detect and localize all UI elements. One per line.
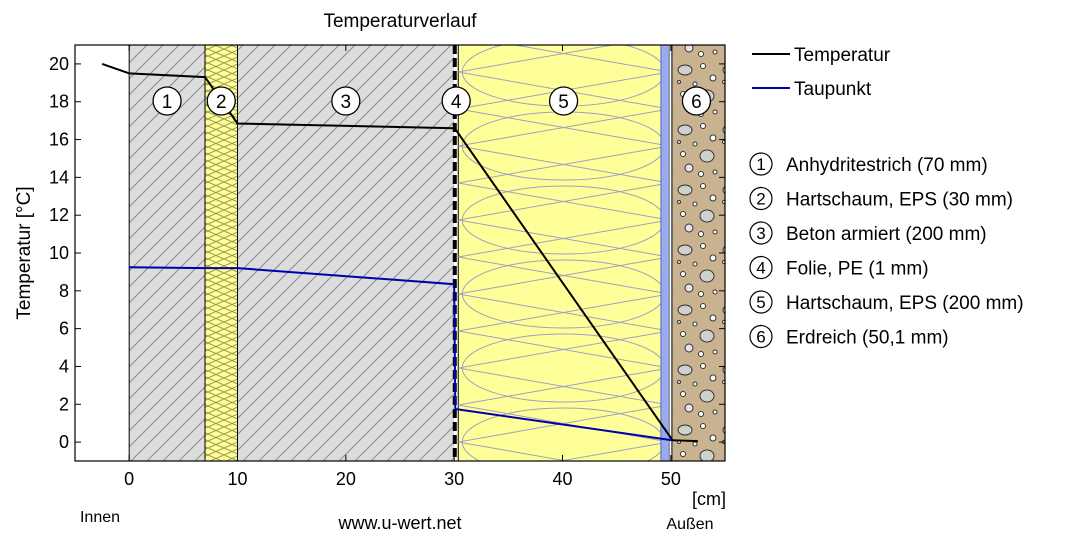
layer-badge-6 bbox=[681, 86, 712, 116]
layer-badge-2-number: 2 bbox=[216, 92, 227, 113]
legend-series-1-label: Temperatur bbox=[794, 45, 891, 66]
series-2-line bbox=[129, 266, 673, 442]
layer-badges: 1 2 3 4 5 6 bbox=[152, 86, 712, 116]
y-tick-label-9: 18 bbox=[49, 92, 69, 112]
y-tick-label-6: 12 bbox=[49, 205, 69, 225]
y-tick-label-10: 20 bbox=[49, 54, 69, 74]
legend-layer-3-number: 3 bbox=[756, 224, 765, 243]
layer-5-curl bbox=[462, 482, 665, 534]
y-tick-label-3: 6 bbox=[59, 319, 69, 339]
x-tick-label-4: 40 bbox=[552, 469, 572, 489]
legend-series-2-label: Taupunkt bbox=[794, 79, 872, 100]
legend-layer-4-label: Folie, PE (1 mm) bbox=[786, 259, 929, 280]
legend-layer-1-label: Anhydritestrich (70 mm) bbox=[786, 155, 988, 176]
y-tick-label-2: 4 bbox=[59, 356, 69, 376]
y-tick-label-7: 14 bbox=[49, 167, 69, 187]
x-tick-label-3: 30 bbox=[444, 469, 464, 489]
layer-badge-5-number: 5 bbox=[558, 92, 569, 113]
x-axis-label: [cm] bbox=[692, 489, 726, 509]
y-tick-label-5: 10 bbox=[49, 243, 69, 263]
legend-layer-6-label: Erdreich (50,1 mm) bbox=[786, 328, 949, 349]
y-tick-label-1: 2 bbox=[59, 394, 69, 414]
legend-layer-3-badge bbox=[749, 221, 773, 245]
legend-layer-2-badge bbox=[749, 186, 773, 211]
legend-layer-5-badge bbox=[749, 290, 773, 314]
legend-layer-6-badge bbox=[749, 324, 773, 349]
layer-badge-3 bbox=[331, 86, 361, 116]
x-tick-label-5: 50 bbox=[661, 469, 681, 489]
x-tick-label-0: 0 bbox=[124, 469, 134, 489]
layer-badge-3-number: 3 bbox=[341, 92, 352, 113]
layer-badge-5 bbox=[548, 86, 579, 116]
x-tick-label-2: 20 bbox=[336, 469, 356, 489]
chart-title: Temperaturverlauf bbox=[323, 11, 477, 32]
layer-badge-4-number: 4 bbox=[451, 92, 462, 113]
layer-badge-6-number: 6 bbox=[691, 92, 702, 113]
layer-badge-1-number: 1 bbox=[162, 92, 173, 113]
watermark-text: www.u-wert.net bbox=[337, 513, 461, 533]
layer-badge-2 bbox=[206, 86, 236, 116]
legend-layer-3-label: Beton armiert (200 mm) bbox=[786, 224, 987, 245]
layer-badge-4 bbox=[441, 86, 471, 116]
y-tick-label-4: 8 bbox=[59, 281, 69, 301]
legend-layer-2-label: Hartschaum, EPS (30 mm) bbox=[786, 190, 1013, 211]
legend-layer-4-badge bbox=[749, 255, 773, 280]
y-tick-label-8: 16 bbox=[49, 130, 69, 150]
layer-badge-1 bbox=[152, 86, 182, 116]
legend-layer-1-badge bbox=[749, 152, 773, 176]
legend-layer-6-number: 6 bbox=[756, 328, 765, 347]
inside-label: Innen bbox=[80, 509, 120, 526]
y-axis-label: Temperatur [°C] bbox=[14, 186, 35, 319]
legend-layer-2-number: 2 bbox=[756, 190, 765, 209]
layer-5-band bbox=[660, 45, 669, 461]
outside-label: Außen bbox=[666, 516, 713, 533]
legend: Temperatur Taupunkt 1 Anhydritestrich (70 m… bbox=[749, 45, 1024, 349]
layer-5-lines bbox=[458, 45, 670, 461]
legend-layer-5-label: Hartschaum, EPS (200 mm) bbox=[786, 293, 1024, 314]
legend-layer-1-number: 1 bbox=[756, 155, 765, 174]
x-tick-label-1: 10 bbox=[227, 469, 247, 489]
y-tick-label-0: 0 bbox=[59, 432, 69, 452]
legend-layer-4-number: 4 bbox=[756, 259, 765, 278]
legend-layer-5-number: 5 bbox=[756, 293, 765, 312]
curve-lines bbox=[101, 62, 698, 443]
